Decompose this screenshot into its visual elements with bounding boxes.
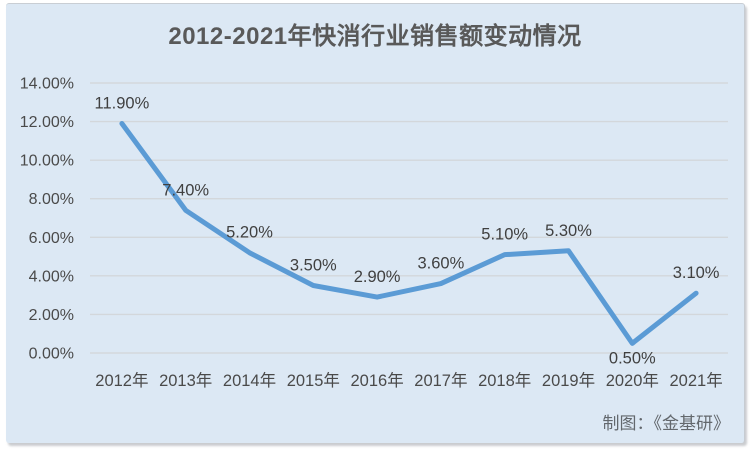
- x-axis-tick-label: 2014年: [223, 371, 276, 390]
- data-point-label: 0.50%: [609, 349, 656, 367]
- data-point-label: 5.10%: [481, 226, 528, 244]
- y-axis-tick-label: 14.00%: [20, 76, 74, 93]
- x-axis-tick-label: 2017年: [414, 371, 467, 390]
- chart-title: 2012-2021年快消行业销售额变动情况: [168, 23, 582, 50]
- y-axis-tick-label: 6.00%: [29, 230, 74, 247]
- chart-card: 2012-2021年快消行业销售额变动情况 0.00% 2.00% 4.00% 6.0…: [6, 3, 745, 443]
- x-axis-tick-label: 2018年: [478, 371, 531, 390]
- y-axis-tick-label: 10.00%: [20, 153, 74, 170]
- x-axis-tick-label: 2013年: [159, 371, 212, 390]
- sales-trend-line-chart: 0.00% 2.00% 4.00% 6.00% 8.00% 10.00% 12.00% 14.…: [20, 76, 728, 390]
- sales-change-line-series: [119, 121, 699, 346]
- y-axis-tick-label: 0.00%: [29, 346, 74, 363]
- data-point-label: 5.20%: [226, 224, 273, 242]
- data-point-label: 5.30%: [545, 222, 592, 240]
- data-point-label: 3.50%: [290, 257, 337, 275]
- chart-credit: 制图：《金基研》: [602, 414, 731, 433]
- data-point-label: 11.90%: [95, 95, 150, 113]
- y-axis-tick-label: 8.00%: [29, 191, 74, 208]
- x-axis-tick-label: 2015年: [287, 371, 340, 390]
- y-axis-tick-label: 2.00%: [29, 307, 74, 324]
- x-axis-tick-label: 2012年: [95, 371, 148, 390]
- x-axis-tick-label: 2016年: [350, 371, 403, 390]
- x-axis-tick-label: 2021年: [669, 371, 722, 390]
- y-axis-tick-label: 4.00%: [29, 268, 74, 285]
- data-point-label: 7.40%: [162, 181, 209, 199]
- data-point-label: 2.90%: [354, 268, 401, 286]
- y-axis-tick-label: 12.00%: [20, 114, 74, 131]
- data-point-label: 3.60%: [418, 255, 465, 273]
- x-axis-tick-label: 2019年: [542, 371, 595, 390]
- x-axis-tick-label: 2020年: [606, 371, 659, 390]
- data-point-label: 3.10%: [673, 264, 720, 282]
